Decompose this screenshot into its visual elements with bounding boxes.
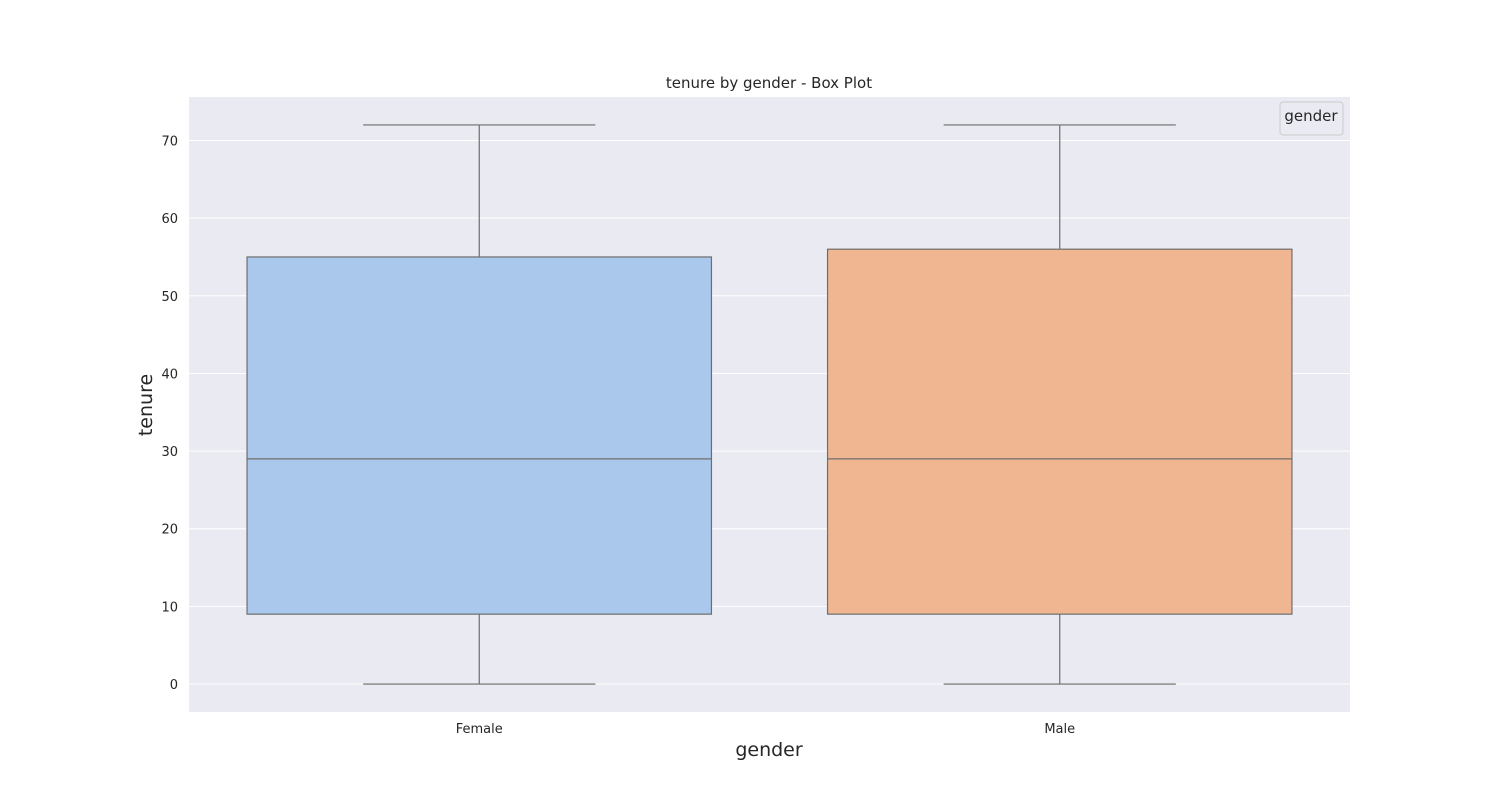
x-axis-ticks: Female Male: [456, 722, 1075, 737]
x-axis-label: gender: [735, 739, 803, 761]
y-tick-label: 60: [161, 212, 178, 227]
iqr-box: [246, 256, 713, 615]
box-female: [246, 124, 713, 685]
y-tick-label: 40: [161, 367, 178, 382]
box-series: [246, 124, 1293, 685]
x-tick-label: Male: [1044, 722, 1075, 737]
y-tick-label: 0: [170, 678, 178, 693]
chart-title: tenure by gender - Box Plot: [666, 74, 872, 92]
y-axis-label: tenure: [135, 374, 157, 436]
y-tick-label: 20: [161, 523, 178, 538]
box-male: [826, 124, 1293, 685]
x-tick-label: Female: [456, 722, 503, 737]
legend: gender: [1279, 101, 1344, 136]
legend-box: [1279, 101, 1344, 136]
y-tick-label: 10: [161, 600, 178, 615]
y-axis-ticks: 0 10 20 30 40 50 60 70: [161, 134, 178, 693]
legend-title: gender: [1284, 107, 1338, 125]
y-tick-label: 70: [161, 134, 178, 149]
iqr-box: [826, 248, 1293, 615]
y-tick-label: 30: [161, 445, 178, 460]
y-tick-label: 50: [161, 290, 178, 305]
